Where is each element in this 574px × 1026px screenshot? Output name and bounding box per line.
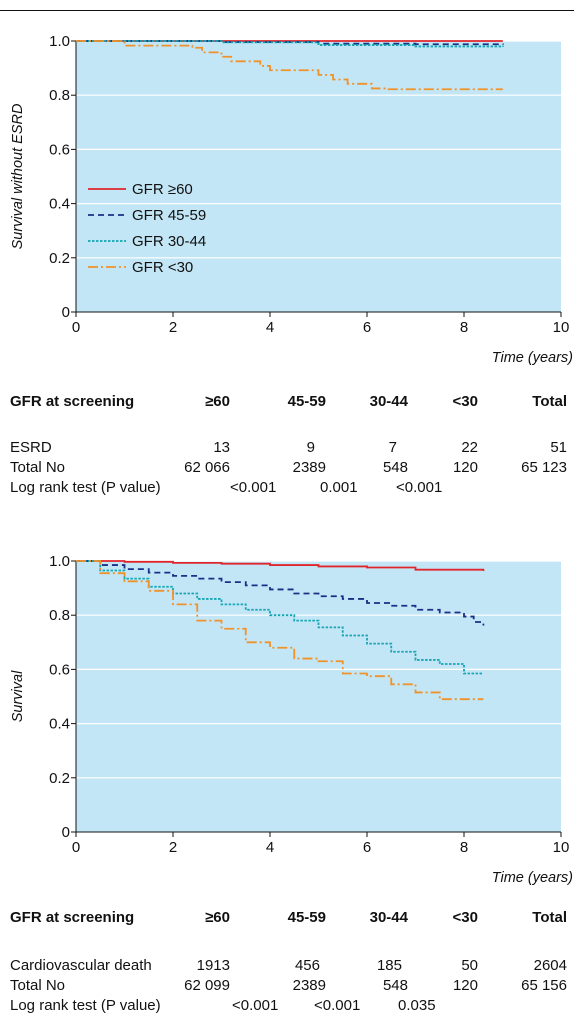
logrank-row: Log rank test (P value) <0.001 <0.001 0.… — [0, 996, 574, 1016]
esrd-survival-chart: 0 0.2 0.4 0.6 0.8 1.0 0 2 4 6 8 10 Time (years) Survi… — [10, 33, 573, 366]
row-label: Total No — [10, 459, 66, 476]
x-axis-label: Time (years) — [492, 870, 573, 886]
cell-total: 51 — [550, 439, 567, 456]
logrank-p3: <0.001 — [396, 479, 443, 496]
x-tick-label: 4 — [266, 319, 274, 336]
header-gfrlt30: <30 — [452, 909, 478, 926]
x-tick-label: 10 — [553, 319, 570, 336]
cell-gfr30: 185 — [376, 957, 402, 974]
x-tick-label: 10 — [553, 839, 570, 856]
cell-total: 65 156 — [521, 977, 567, 994]
header-gfr60: ≥60 — [205, 909, 230, 926]
cell-gfrlt30: 50 — [461, 957, 478, 974]
plot-area — [76, 561, 561, 832]
logrank-label: Log rank test (P value) — [10, 997, 161, 1014]
header-gfr45: 45-59 — [287, 909, 326, 926]
y-tick-label: 0.8 — [49, 607, 70, 624]
table-header-row: GFR at screening ≥60 45-59 30-44 <30 Tot… — [0, 392, 574, 412]
y-tick-label: 0.2 — [49, 250, 70, 267]
cell-gfr60: 1913 — [196, 957, 230, 974]
legend-label: GFR <30 — [132, 259, 193, 276]
y-tick-label: 0.6 — [49, 141, 70, 158]
y-tick-label: 1.0 — [49, 33, 70, 50]
y-tick-label: 1.0 — [49, 553, 70, 570]
logrank-label: Log rank test (P value) — [10, 479, 161, 496]
x-tick-label: 2 — [169, 839, 177, 856]
row-label: Total No — [10, 977, 66, 994]
cell-gfr45: 9 — [306, 439, 315, 456]
cell-gfr30: 7 — [388, 439, 397, 456]
logrank-p1: <0.001 — [230, 479, 277, 496]
header-gfr30: 30-44 — [369, 909, 408, 926]
cell-gfr60: 62 099 — [184, 977, 230, 994]
y-tick-label: 0.4 — [49, 716, 70, 733]
cell-gfr45: 2389 — [292, 459, 326, 476]
x-tick-label: 8 — [460, 839, 468, 856]
legend-label: GFR 45-59 — [132, 207, 206, 224]
plot-area — [76, 41, 561, 312]
x-tick-label: 4 — [266, 839, 274, 856]
cell-total: 2604 — [533, 957, 567, 974]
header-total: Total — [532, 909, 567, 926]
table-row: Total No 62 099 2389 548 120 65 156 — [0, 976, 574, 996]
cell-gfr60: 13 — [213, 439, 230, 456]
x-tick-label: 6 — [363, 839, 371, 856]
header-label: GFR at screening — [10, 393, 135, 410]
series-line-3 — [76, 560, 484, 701]
cell-gfr60: 62 066 — [184, 459, 230, 476]
header-label: GFR at screening — [10, 909, 135, 926]
cell-gfr30: 548 — [382, 977, 408, 994]
y-tick-label: 0 — [62, 304, 70, 321]
series-line-1 — [76, 560, 485, 626]
logrank-p2: 0.001 — [320, 479, 358, 496]
series-line-2 — [76, 40, 504, 48]
header-gfr30: 30-44 — [369, 393, 408, 410]
y-axis-label: Survival without ESRD — [10, 104, 26, 250]
series-line-0 — [76, 560, 485, 572]
logrank-row: Log rank test (P value) <0.001 0.001 <0.… — [0, 478, 574, 498]
cardiovascular-survival-chart: 0 0.2 0.4 0.6 0.8 1.0 0 2 4 6 8 10 Time (years) Survi… — [10, 553, 573, 886]
y-tick-label: 0.2 — [49, 770, 70, 787]
header-gfrlt30: <30 — [452, 393, 478, 410]
table-header-row: GFR at screening ≥60 45-59 30-44 <30 Tot… — [0, 908, 574, 928]
x-axis-label: Time (years) — [492, 350, 573, 366]
legend-label: GFR ≥60 — [132, 181, 193, 198]
table-row: ESRD 13 9 7 22 51 — [0, 438, 574, 458]
row-label: ESRD — [10, 439, 52, 456]
legend-label: GFR 30-44 — [132, 233, 206, 250]
y-tick-label: 0 — [62, 824, 70, 841]
x-tick-label: 2 — [169, 319, 177, 336]
y-tick-label: 0.8 — [49, 87, 70, 104]
x-tick-label: 6 — [363, 319, 371, 336]
x-tick-label: 0 — [72, 839, 80, 856]
y-axis-label: Survival — [10, 670, 26, 722]
row-label: Cardiovascular death — [10, 957, 152, 974]
table-row: Total No 62 066 2389 548 120 65 123 — [0, 458, 574, 478]
cell-gfrlt30: 22 — [461, 439, 478, 456]
header-gfr60: ≥60 — [205, 393, 230, 410]
x-tick-label: 8 — [460, 319, 468, 336]
series-line-3 — [76, 40, 503, 91]
x-tick-label: 0 — [72, 319, 80, 336]
top-rule — [0, 10, 574, 11]
table-row: Cardiovascular death 1913 456 185 50 260… — [0, 956, 574, 976]
cell-gfr30: 548 — [382, 459, 408, 476]
cell-total: 65 123 — [521, 459, 567, 476]
cell-gfrlt30: 120 — [452, 977, 478, 994]
header-gfr45: 45-59 — [287, 393, 326, 410]
cell-gfr45: 456 — [294, 957, 320, 974]
logrank-p1: <0.001 — [232, 997, 279, 1014]
cell-gfr45: 2389 — [292, 977, 326, 994]
cell-gfrlt30: 120 — [452, 459, 478, 476]
header-total: Total — [532, 393, 567, 410]
y-tick-label: 0.6 — [49, 661, 70, 678]
y-tick-label: 0.4 — [49, 196, 70, 213]
logrank-p2: <0.001 — [314, 997, 361, 1014]
logrank-p3: 0.035 — [398, 997, 436, 1014]
